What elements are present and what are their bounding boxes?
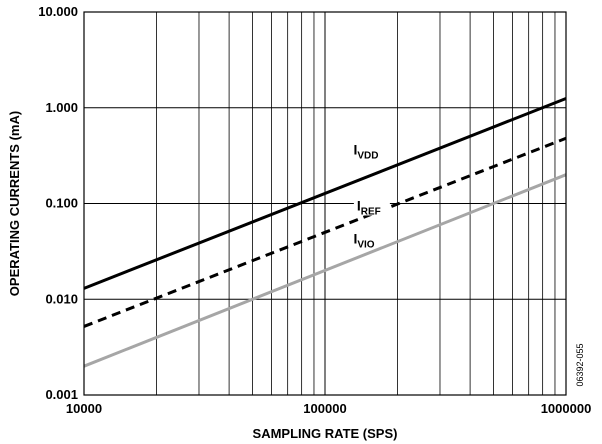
- series-line-ref: [83, 136, 567, 328]
- series-line-vdd: [83, 97, 567, 290]
- series-labels: IVDD IREF IVIO: [353, 142, 390, 251]
- series-layer: [83, 97, 567, 368]
- y-tick-label: 10.000: [38, 4, 78, 19]
- y-axis-title: OPERATING CURRENTS (mA): [7, 111, 22, 296]
- x-axis-title: SAMPLING RATE (SPS): [253, 426, 398, 441]
- y-tick-label: 1.000: [45, 100, 78, 115]
- series-label-vdd: IVDD: [353, 142, 378, 162]
- y-tick-label: 0.001: [45, 387, 78, 402]
- y-tick-label: 0.010: [45, 291, 78, 306]
- figure-id: 06392-055: [575, 343, 585, 386]
- x-tick-label: 1000000: [541, 401, 592, 416]
- y-tick-label: 0.100: [45, 196, 78, 211]
- series-label-ref: IREF: [357, 197, 381, 217]
- plot-frame: [83, 11, 567, 396]
- label-background: [353, 197, 390, 216]
- series-label-vio: IVIO: [353, 231, 374, 251]
- series-line-vio: [83, 173, 567, 368]
- tick-labels: 0.001 0.010 0.100 1.000 10.000 10000 100000 100…: [38, 4, 591, 416]
- x-tick-label: 10000: [66, 401, 102, 416]
- x-tick-label: 100000: [303, 401, 346, 416]
